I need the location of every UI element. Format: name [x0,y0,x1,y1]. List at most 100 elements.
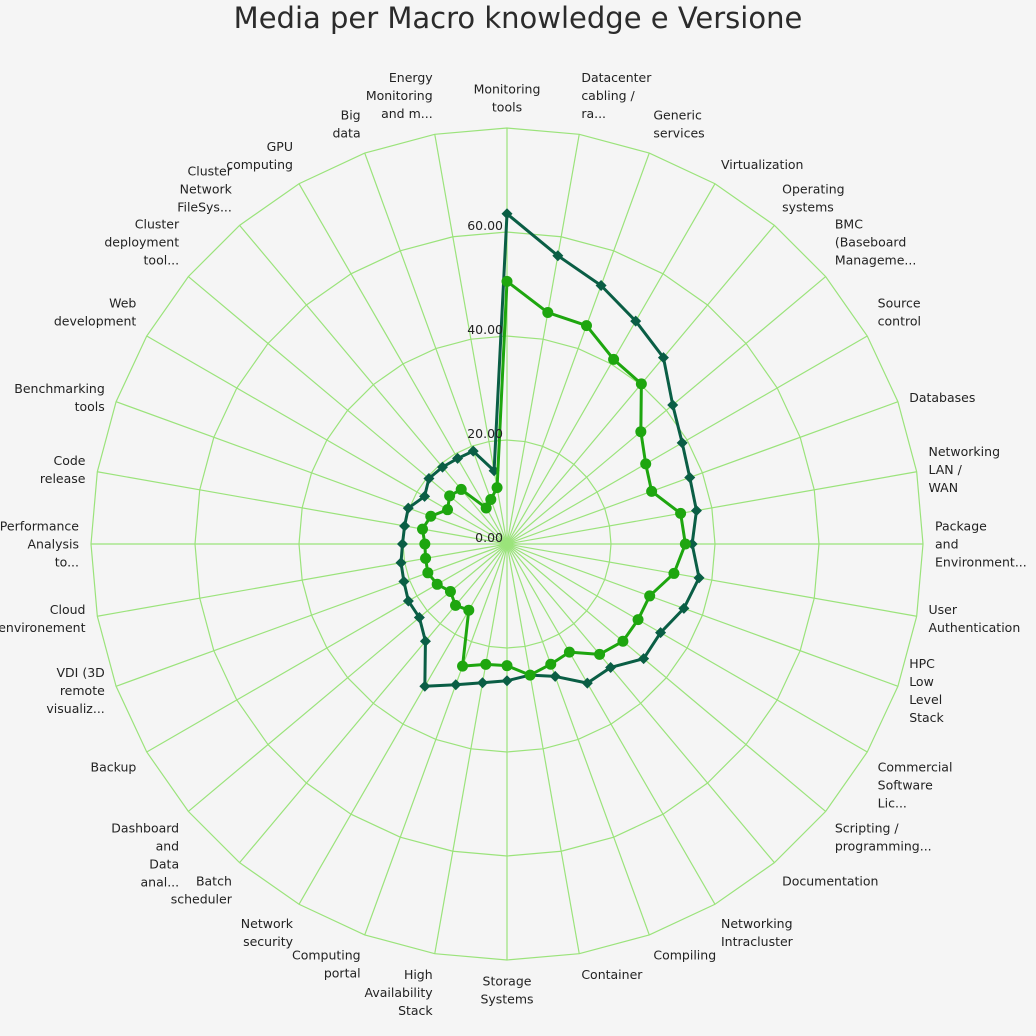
series-1-point-12[interactable] [632,614,644,626]
category-label-27-line-2: to... [55,555,79,570]
series-1-point-31[interactable] [444,490,456,502]
series-0-point-27[interactable] [396,538,408,550]
category-label-2-line-0: Generic [653,107,702,122]
series-1-point-5[interactable] [635,426,647,438]
series-0-point-34[interactable] [467,445,479,457]
series-0-point-8[interactable] [690,505,702,517]
series-0-point-1[interactable] [552,250,564,262]
series-0-point-25[interactable] [398,576,410,588]
series-1-point-22[interactable] [450,599,462,611]
category-label-6-line-0: Source [878,296,921,311]
series-1-point-11[interactable] [644,590,656,602]
category-label-5-line-0: BMC [835,216,863,231]
tick-label-0: 0.00 [475,530,503,545]
series-0-point-14[interactable] [605,661,617,673]
series-0-point-4[interactable] [657,352,669,364]
series-1-point-2[interactable] [580,320,592,332]
series-1-point-24[interactable] [431,578,443,590]
series-1-point-3[interactable] [608,353,620,365]
category-label-31-line-0: Cluster [135,216,180,231]
series-1-point-23[interactable] [444,585,456,597]
series-1-point-33[interactable] [480,502,492,514]
series-1-point-19[interactable] [480,658,492,670]
series-1-point-16[interactable] [545,658,557,670]
series-1-point-8[interactable] [675,507,687,519]
series-0-point-23[interactable] [413,612,425,624]
series-0-point-6[interactable] [676,437,688,449]
series-0-point-15[interactable] [581,677,593,689]
series-1-point-35[interactable] [491,482,503,494]
series-1-point-29[interactable] [425,510,437,522]
grid-spoke-2 [506,152,650,545]
series-0-point-0[interactable] [501,208,513,220]
series-0-point-20[interactable] [450,679,462,691]
category-label-4-line-0: Operating [782,182,845,197]
series-0-point-24[interactable] [402,595,414,607]
series-0-point-11[interactable] [678,602,690,614]
series-1-point-4[interactable] [635,378,647,390]
series-1-point-34[interactable] [485,494,497,506]
category-label-32-line-0: Cluster [188,164,233,179]
category-label-28: Code release [40,453,86,486]
category-label-34: Big data [332,107,360,140]
category-label-33-line-1: computing [226,157,293,172]
grid-spoke-23 [187,543,508,812]
grid-spoke-17 [506,543,580,954]
series-0-point-13[interactable] [638,653,650,665]
category-label-17-line-0: Container [581,967,643,982]
series-0-point-31[interactable] [423,472,435,484]
series-0-point-12[interactable] [655,627,667,639]
series-1-point-13[interactable] [617,635,629,647]
series-1-point-32[interactable] [455,483,467,495]
series-1-point-14[interactable] [594,648,606,660]
grid-spoke-15 [506,543,716,905]
series-0-point-18[interactable] [501,675,513,687]
series-1-point-10[interactable] [668,567,680,579]
category-label-23-line-0: Dashboard [111,821,179,836]
series-1-point-28[interactable] [417,523,429,535]
series-0-point-22[interactable] [419,635,431,647]
series-1-point-20[interactable] [457,660,469,672]
grid-spoke-20 [364,543,508,936]
series-1-point-6[interactable] [640,458,652,470]
series-1-point-30[interactable] [442,504,454,516]
series-1-point-0[interactable] [501,275,513,287]
series-1-point-27[interactable] [419,538,431,550]
category-label-6: Source control [878,296,921,329]
series-1-point-7[interactable] [646,485,658,497]
category-label-30-line-1: development [54,314,137,329]
category-label-30: Web development [54,296,137,329]
category-label-35-line-1: Monitoring [366,88,433,103]
series-1-point-26[interactable] [420,552,432,564]
series-0-point-26[interactable] [395,557,407,569]
category-label-1: Datacenter cabling / ra... [581,70,652,121]
series-1-point-21[interactable] [463,604,475,616]
series-0-point-10[interactable] [693,572,705,584]
tick-label-1: 20.00 [467,426,503,441]
series-0-point-21[interactable] [419,680,431,692]
series-0-point-30[interactable] [419,490,431,502]
series-0-point-28[interactable] [399,520,411,532]
series-1-point-9[interactable] [679,538,691,550]
grid-spoke-26 [97,543,508,617]
category-label-22-line-1: scheduler [171,891,233,906]
series-0-point-2[interactable] [595,280,607,292]
series-0-point-3[interactable] [630,315,642,327]
series-0-point-32[interactable] [436,461,448,473]
series-1-point-15[interactable] [563,646,575,658]
series-0-point-33[interactable] [452,452,464,464]
series-1-point-25[interactable] [422,567,434,579]
series-1-point-1[interactable] [542,307,554,319]
series-1-point-17[interactable] [524,669,536,681]
category-label-23-line-3: anal... [140,875,179,890]
series-0-point-16[interactable] [549,670,561,682]
series-1-point-18[interactable] [501,660,513,672]
category-label-26: Cloud environement [0,602,86,635]
series-0-point-19[interactable] [477,677,489,689]
grid-spoke-29 [115,401,508,545]
series-0-point-29[interactable] [402,502,414,514]
series-0-point-7[interactable] [684,471,696,483]
category-label-7-line-0: Databases [909,390,975,405]
series-0-point-5[interactable] [667,399,679,411]
